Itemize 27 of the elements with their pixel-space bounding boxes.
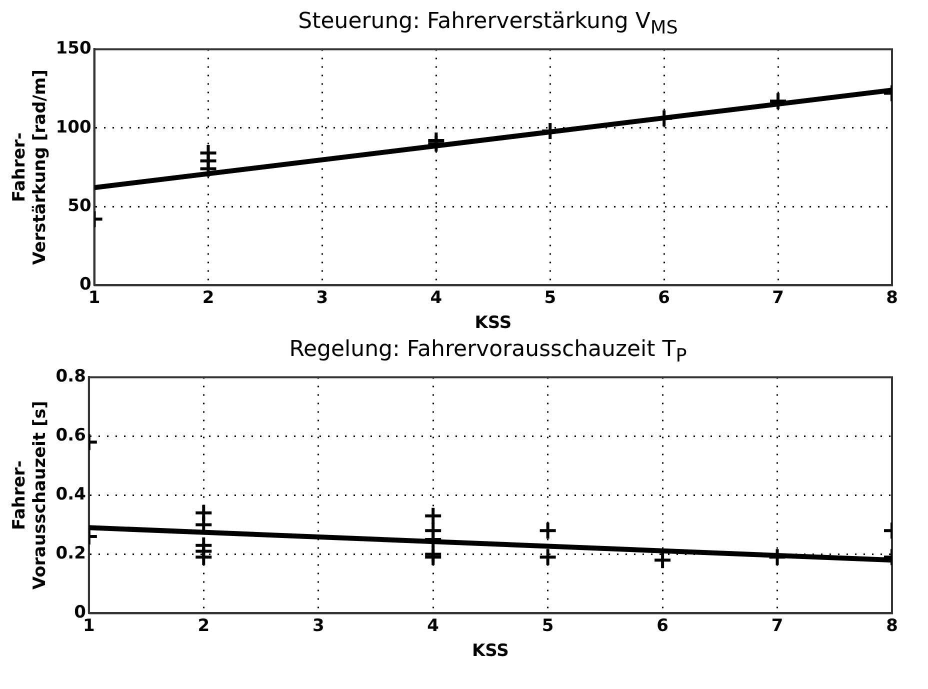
y-axis-title: Fahrer- Verstärkung [rad/m]	[10, 70, 50, 265]
x-tick-label: 8	[886, 288, 898, 308]
y-tick-label: 0.4	[56, 484, 86, 505]
x-tick-label: 2	[202, 288, 214, 308]
x-tick-label: 6	[658, 288, 670, 308]
y-tick-label: 150	[56, 38, 92, 59]
x-axis-title: KSS	[474, 313, 512, 334]
chart-title: Regelung: Fahrervorausschauzeit T$_{P}$	[288, 336, 688, 366]
y-tick-label: 50	[68, 196, 92, 216]
x-axis-title: KSS	[472, 641, 509, 662]
y-tick-label: 0.2	[56, 544, 86, 564]
x-tick-label: 6	[656, 616, 668, 636]
x-tick-label: 4	[430, 288, 442, 308]
y-tick-label: 0.8	[56, 366, 86, 387]
x-tick-label: 2	[198, 616, 210, 636]
x-tick-label: 8	[886, 616, 898, 636]
x-tick-label: 7	[772, 288, 784, 308]
x-tick-label: 3	[316, 288, 328, 308]
x-tick-label: 5	[544, 288, 556, 308]
x-tick-label: 5	[542, 616, 554, 636]
y-tick-label: 0.6	[56, 426, 86, 446]
x-tick-label: 3	[312, 616, 324, 636]
x-tick-label: 4	[427, 616, 440, 636]
y-tick-label: 100	[56, 117, 92, 138]
y-axis-title: Fahrer- Vorausschauzeit [s]	[10, 400, 50, 590]
chart-title: Steuerung: Fahrerverstärkung V$_{MS}$	[297, 8, 679, 38]
x-tick-label: 7	[771, 616, 784, 636]
